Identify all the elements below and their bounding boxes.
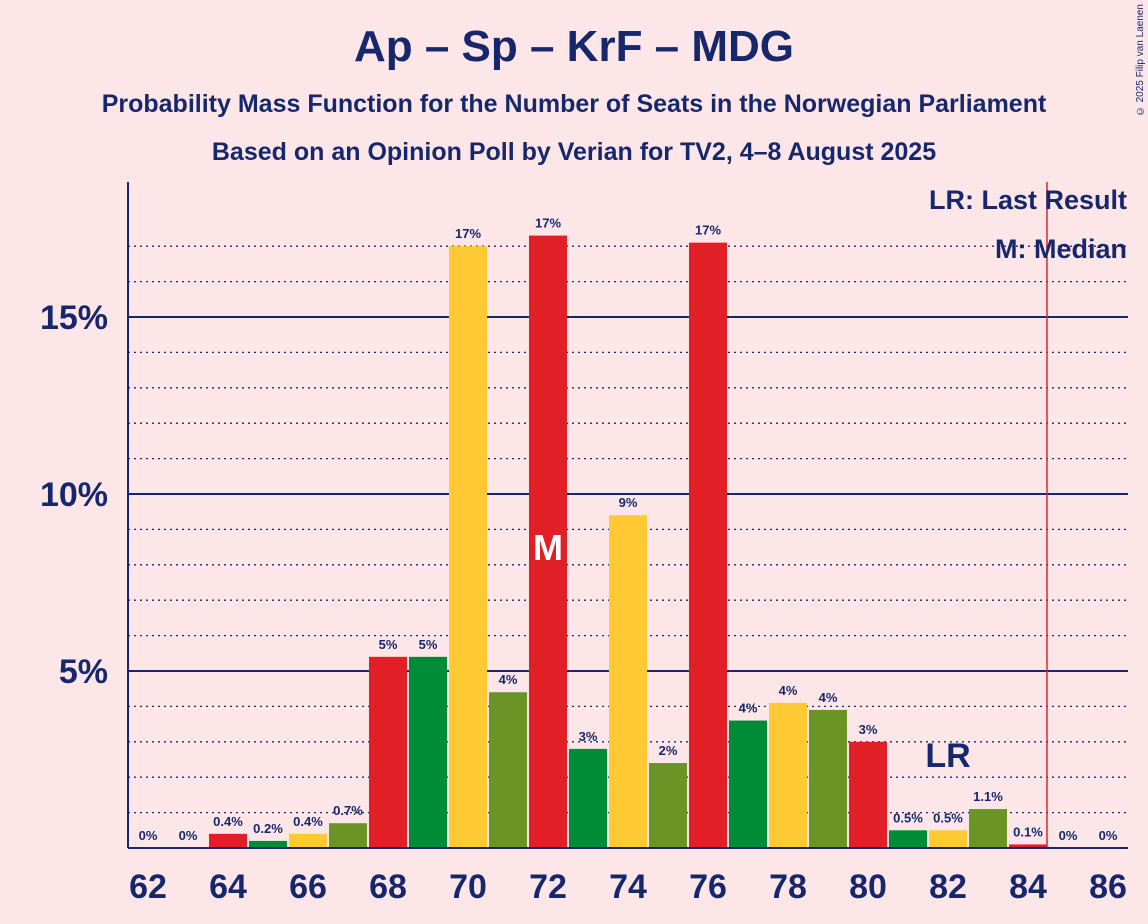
last-result-marker: LR — [925, 737, 970, 775]
data-label-71: 4% — [499, 672, 518, 687]
data-label-83: 1.1% — [973, 789, 1003, 804]
data-label-74: 9% — [619, 495, 638, 510]
data-label-65: 0.2% — [253, 821, 283, 836]
x-tick-label: 68 — [369, 868, 407, 906]
x-tick-label: 66 — [289, 868, 327, 906]
data-label-67: 0.7% — [333, 803, 363, 818]
data-label-62: 0% — [139, 828, 158, 843]
x-tick-label: 70 — [449, 868, 487, 906]
bars — [209, 235, 1047, 848]
data-label-86: 0% — [1099, 828, 1118, 843]
bar-66 — [289, 833, 327, 848]
x-tick-label: 76 — [689, 868, 727, 906]
bar-84 — [1009, 844, 1047, 848]
data-label-77: 4% — [739, 701, 758, 716]
bar-77 — [729, 720, 767, 848]
chart-title: Ap – Sp – KrF – MDG — [353, 22, 795, 71]
data-label-84: 0.1% — [1013, 824, 1043, 839]
data-label-78: 4% — [779, 683, 798, 698]
y-tick-label: 10% — [40, 476, 108, 514]
data-label-82: 0.5% — [933, 810, 963, 825]
labels: 0% 0% 0.4% 0.2% 0.4% 0.7% 5% 5% 17% 4% 17% 3% 9% 2% 17… — [139, 185, 1127, 843]
x-tick-label: 74 — [609, 868, 647, 906]
x-tick-label: 84 — [1009, 868, 1047, 906]
data-label-70: 17% — [455, 226, 481, 241]
bar-73 — [569, 748, 607, 848]
x-tick-label: 82 — [929, 868, 967, 906]
data-label-81: 0.5% — [893, 810, 923, 825]
bar-64 — [209, 833, 247, 848]
data-label-66: 0.4% — [293, 814, 323, 829]
x-tick-label: 72 — [529, 868, 567, 906]
data-label-73: 3% — [579, 729, 598, 744]
legend-median: M: Median — [995, 234, 1127, 264]
data-label-85: 0% — [1059, 828, 1078, 843]
data-label-72: 17% — [535, 216, 561, 231]
median-marker: M — [533, 527, 563, 568]
chart-subtitle: Probability Mass Function for the Number… — [101, 90, 1047, 118]
bar-75 — [649, 763, 687, 848]
bar-83 — [969, 809, 1007, 848]
data-label-63: 0% — [179, 828, 198, 843]
legend-last-result: LR: Last Result — [929, 185, 1127, 215]
y-tick-label: 5% — [59, 653, 108, 691]
bar-68 — [369, 656, 407, 848]
bar-76 — [689, 242, 727, 848]
data-label-68: 5% — [379, 637, 398, 652]
bar-78 — [769, 702, 807, 848]
bar-65 — [249, 840, 287, 848]
y-tick-label: 15% — [40, 299, 108, 337]
bar-72 — [529, 235, 567, 848]
bar-80 — [849, 741, 887, 848]
data-label-64: 0.4% — [213, 814, 243, 829]
bar-74 — [609, 515, 647, 848]
data-label-76: 17% — [695, 223, 721, 238]
bar-69 — [409, 656, 447, 848]
data-label-69: 5% — [419, 637, 438, 652]
data-label-79: 4% — [819, 690, 838, 705]
bar-81 — [889, 830, 927, 848]
x-tick-label: 62 — [129, 868, 167, 906]
bar-71 — [489, 692, 527, 848]
bar-67 — [329, 823, 367, 848]
data-label-80: 3% — [859, 722, 878, 737]
bar-82 — [929, 830, 967, 848]
x-tick-label: 80 — [849, 868, 887, 906]
axes: 5% 10% 15% 62 64 66 68 70 72 74 76 78 80 82 84 86 — [40, 182, 1128, 906]
x-tick-label: 78 — [769, 868, 807, 906]
x-tick-label: 86 — [1089, 868, 1127, 906]
x-tick-label: 64 — [209, 868, 247, 906]
chart-subtitle-source: Based on an Opinion Poll by Verian for T… — [211, 138, 937, 166]
bar-79 — [809, 709, 847, 848]
bar-70 — [449, 246, 487, 848]
data-label-75: 2% — [659, 743, 678, 758]
